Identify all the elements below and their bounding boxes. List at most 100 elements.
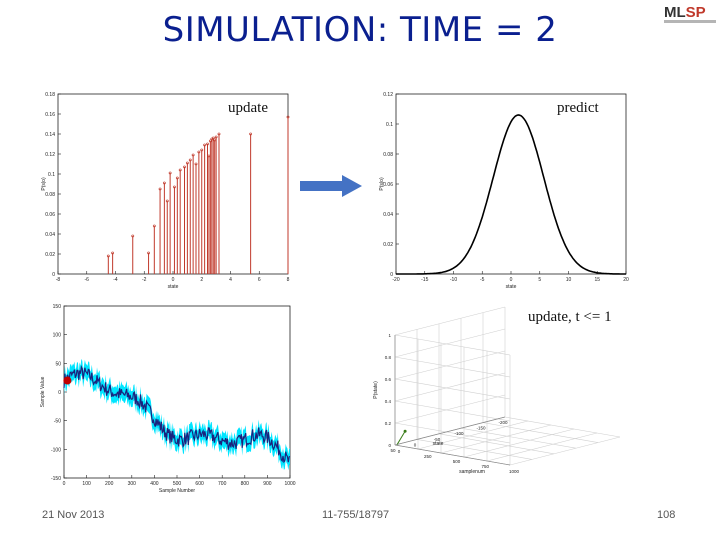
stem-marker	[162, 181, 166, 185]
y-tick-label: 0.1	[386, 122, 393, 128]
stem-marker	[203, 143, 207, 147]
stem-marker	[211, 136, 215, 140]
stem-marker	[197, 150, 201, 154]
predict-line-plot: 0 0.02 0.04 0.06 0.08 0.1 0.12 -20 -15 -10 -5 0 5 10 1…	[379, 92, 629, 290]
x-tick-label: 0	[172, 277, 175, 283]
x-tick-label: -200	[498, 420, 508, 425]
footer-page-number: 108	[657, 509, 676, 521]
stem-marker	[158, 187, 162, 191]
axis-line	[394, 416, 506, 446]
x-tick-label: 700	[218, 481, 227, 487]
y-axis-label: P(s|o)	[41, 177, 47, 191]
x-tick-label: 4	[229, 277, 232, 283]
y-tick-label: 0	[390, 272, 393, 278]
grid-line	[394, 334, 511, 356]
y-tick-label: 100	[53, 333, 62, 339]
x-axis-label: Sample Number	[159, 488, 195, 494]
axis-line	[394, 444, 511, 466]
stem-marker	[168, 171, 172, 175]
stem-marker	[178, 168, 182, 172]
x-tick-label: 0	[510, 277, 513, 283]
grid-line	[394, 394, 506, 424]
x-tick-label: 20	[623, 277, 629, 283]
y-tick-label: -150	[51, 476, 61, 482]
y-tick-label: -50	[54, 419, 61, 425]
y-tick-label: 0.04	[383, 212, 393, 218]
y-tick-label: 150	[53, 304, 62, 310]
plot-frame	[63, 305, 291, 479]
x-tick-label: -20	[392, 277, 399, 283]
x-tick-label: -4	[113, 277, 118, 283]
stem-marker	[183, 165, 186, 169]
x-tick-label: -5	[480, 277, 485, 283]
x-tick-label: -50	[434, 437, 441, 442]
y-axis-label: Sample Value	[40, 376, 46, 407]
slide-title: SIMULATION: TIME = 2	[162, 10, 558, 50]
grid-line	[463, 428, 575, 458]
mlsp-logo: MLSP	[664, 4, 716, 28]
stem-marker	[175, 176, 179, 180]
stem-marker	[217, 132, 221, 136]
current-sample-marker	[63, 376, 72, 385]
y-tick-label: 0.02	[383, 242, 393, 248]
y-tick-label: 0.12	[45, 152, 55, 158]
stem-marker	[165, 199, 169, 203]
y-tick-label: 0.14	[45, 132, 55, 138]
y-tick-label: 0	[398, 449, 401, 454]
x-tick-label: -6	[85, 277, 90, 283]
footer-date: 21 Nov 2013	[42, 509, 105, 521]
stem-marker	[249, 132, 253, 136]
update-3d-plot: 00.20.40.60.8102505007501000500-50-100-1…	[373, 306, 621, 475]
x-tick-label: -15	[421, 277, 428, 283]
y-tick-label: 0.04	[45, 232, 55, 238]
y-tick-label: 0.06	[45, 212, 55, 218]
x-tick-label: 600	[195, 481, 204, 487]
x-tick-label: 8	[287, 277, 290, 283]
y-tick-label: 0.02	[45, 252, 55, 258]
y-tick-label: -100	[51, 447, 61, 453]
grid-line	[509, 436, 621, 466]
x-axis-label: state	[433, 441, 444, 447]
y-tick-label: 50	[55, 361, 61, 367]
stem-marker	[173, 185, 176, 189]
x-tick-label: 300	[128, 481, 137, 487]
x-tick-label: 10	[566, 277, 572, 283]
signal-plot: -150 -100 -50 0 50 100 150 0 100 200 300 400 500 600 7…	[40, 304, 296, 494]
sample-point	[403, 429, 407, 433]
grid-line	[394, 350, 506, 380]
grid-line	[394, 400, 511, 422]
stem-marker	[194, 162, 198, 166]
x-tick-label: -10	[450, 277, 457, 283]
x-tick-label: 800	[241, 481, 250, 487]
stem-marker	[152, 224, 156, 228]
x-tick-label: 200	[105, 481, 114, 487]
y-tick-label: 0	[58, 390, 61, 396]
x-tick-label: 1000	[284, 481, 295, 487]
x-tick-label: 50	[390, 448, 396, 453]
y-tick-label: 0.16	[45, 112, 55, 118]
y-tick-label: 0.12	[383, 92, 393, 98]
x-tick-label: 100	[82, 481, 91, 487]
x-tick-label: -2	[142, 277, 147, 283]
y-tick-label: 750	[481, 464, 489, 469]
update-t-label: update, t <= 1	[528, 309, 612, 325]
y-tick-label: 0	[52, 272, 55, 278]
grid-line	[394, 306, 506, 336]
grid-line	[394, 372, 506, 402]
stem-marker	[214, 135, 218, 139]
x-tick-label: 400	[150, 481, 159, 487]
z-tick-label: 0.6	[385, 377, 392, 382]
grid-line	[440, 424, 552, 454]
stem-marker	[191, 153, 195, 157]
stem-marker	[106, 254, 110, 258]
grid-line	[394, 328, 506, 358]
stem-marker	[286, 115, 290, 119]
y-tick-label: 250	[424, 454, 432, 459]
z-axis-label: P(state)	[373, 381, 379, 399]
stem-marker	[200, 148, 204, 152]
signal-band	[64, 358, 290, 471]
grid-line	[438, 433, 555, 455]
z-tick-label: 0.2	[385, 421, 392, 426]
stem-marker	[185, 161, 189, 165]
y-axis-label: samplenum	[459, 469, 485, 475]
